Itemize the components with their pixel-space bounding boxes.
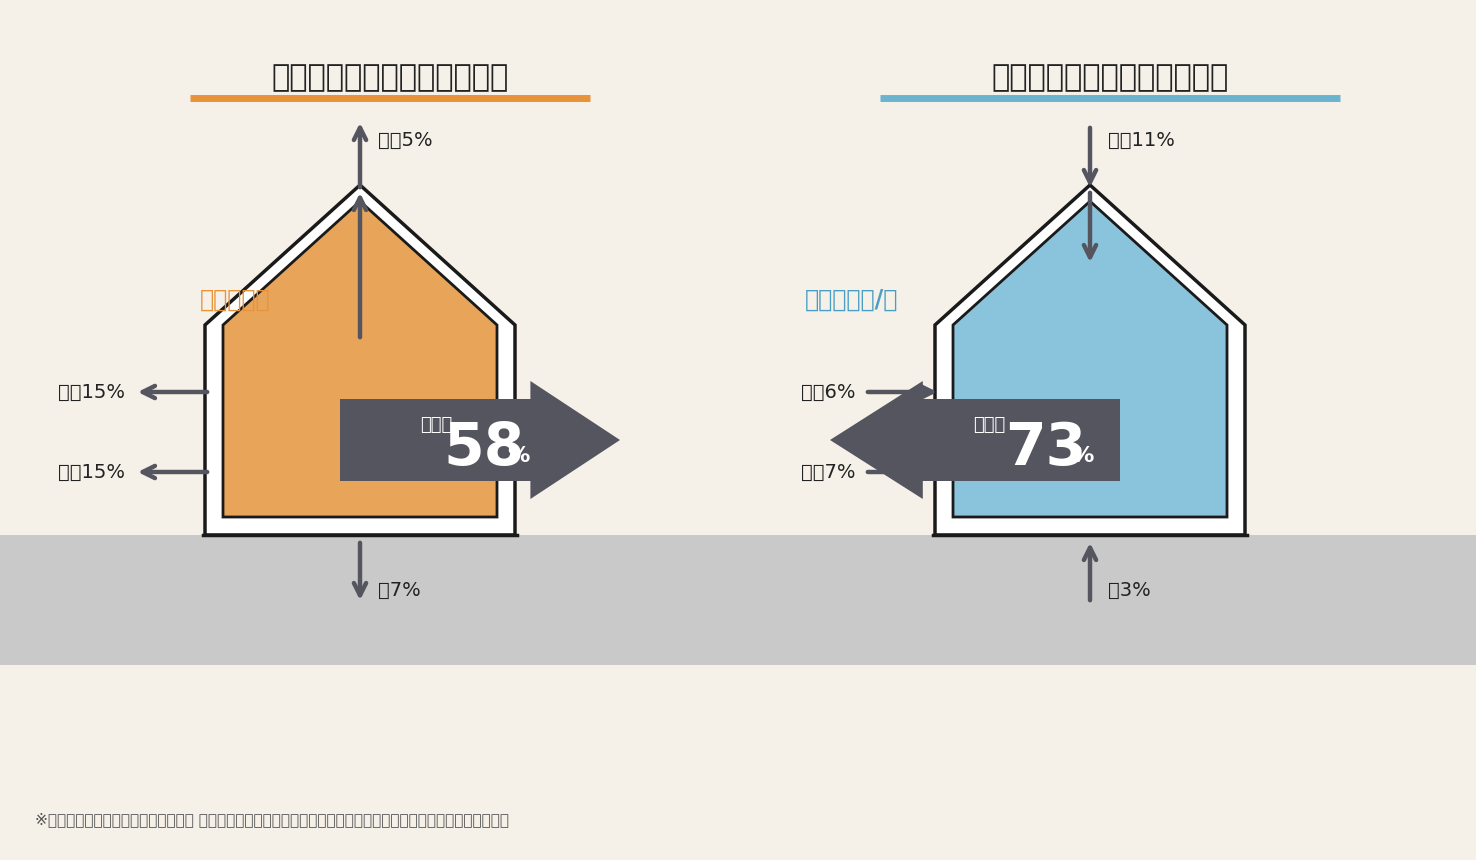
Text: ※出典：日本建材・住宅設備産業協会 省エネルギー建材普及促進センター「省エネ建材で、快適な家、健康な家」: ※出典：日本建材・住宅設備産業協会 省エネルギー建材普及促進センター「省エネ建材… [35,813,509,827]
Polygon shape [934,185,1244,535]
Polygon shape [830,381,1120,499]
Text: 外の熱が室内に入り込む割合: 外の熱が室内に入り込む割合 [992,64,1228,93]
Text: 冬の暖房時: 冬の暖房時 [201,288,270,312]
Text: 58: 58 [444,420,525,476]
Text: 夏の冷房時/昼: 夏の冷房時/昼 [804,288,899,312]
Text: 開口部: 開口部 [973,416,1005,434]
Text: 換気15%: 換気15% [58,383,125,402]
Text: 床7%: 床7% [378,580,421,599]
Text: 屋根11%: 屋根11% [1108,131,1175,150]
Text: 換気6%: 換気6% [800,383,855,402]
Polygon shape [223,201,497,517]
Text: 室内から外に熱が逃げる割合: 室内から外に熱が逃げる割合 [272,64,509,93]
Polygon shape [339,381,620,499]
Bar [0,535,1476,665]
Text: 開口部: 開口部 [421,416,453,434]
Text: 外壁15%: 外壁15% [58,463,125,482]
Text: %: % [508,446,530,466]
Text: 73: 73 [1005,420,1086,476]
Text: %: % [1070,446,1094,466]
Polygon shape [953,201,1227,517]
Polygon shape [205,185,515,535]
Text: 外壁7%: 外壁7% [800,463,855,482]
Text: 屋根5%: 屋根5% [378,131,432,150]
Text: 床3%: 床3% [1108,580,1151,599]
